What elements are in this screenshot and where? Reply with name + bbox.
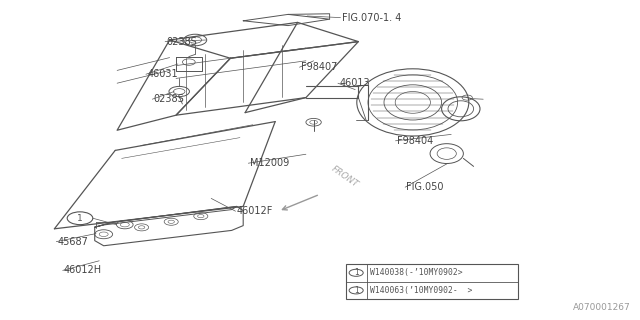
Text: 0238S: 0238S [154,94,184,104]
Text: FIG.070-1. 4: FIG.070-1. 4 [342,12,402,23]
Text: 0238S: 0238S [166,36,197,47]
Text: W140063(’10MY0902-  >: W140063(’10MY0902- > [370,286,472,295]
Text: F98407: F98407 [301,62,337,72]
Text: 46031: 46031 [147,68,178,79]
Text: W140038(-’10MY0902>: W140038(-’10MY0902> [370,268,463,277]
Text: 46012H: 46012H [64,265,102,276]
Text: FIG.050: FIG.050 [406,182,444,192]
Text: A070001267: A070001267 [573,303,630,312]
Text: 1: 1 [354,286,358,295]
Text: FRONT: FRONT [330,165,360,190]
Text: 45687: 45687 [58,236,88,247]
Text: 1: 1 [354,268,358,277]
Text: M12009: M12009 [250,158,289,168]
Text: 1: 1 [77,214,83,223]
Text: F98404: F98404 [397,136,433,146]
Text: 46013: 46013 [339,78,370,88]
Text: 46012F: 46012F [237,206,273,216]
Bar [346,264,518,299]
